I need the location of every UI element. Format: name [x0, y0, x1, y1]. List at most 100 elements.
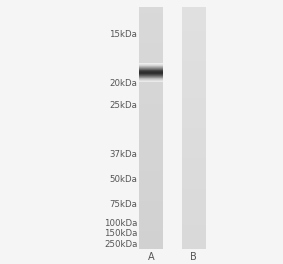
Bar: [140, 64, 164, 65]
Bar: [140, 65, 164, 66]
Bar: [182, 7, 206, 249]
Bar: [140, 79, 164, 86]
Bar: [140, 66, 164, 67]
Bar: [182, 55, 206, 61]
Bar: [140, 19, 164, 25]
Bar: [140, 69, 164, 70]
Bar: [182, 73, 206, 79]
Bar: [140, 92, 164, 98]
Bar: [140, 81, 164, 82]
Bar: [140, 73, 164, 74]
Bar: [140, 164, 164, 171]
Bar: [140, 49, 164, 55]
Bar: [182, 171, 206, 177]
Bar: [182, 110, 206, 116]
Bar: [140, 146, 164, 152]
Bar: [140, 78, 164, 79]
Bar: [182, 128, 206, 134]
Bar: [140, 122, 164, 128]
Bar: [140, 183, 164, 189]
Bar: [140, 243, 164, 249]
Bar: [140, 75, 164, 76]
Bar: [182, 140, 206, 146]
Bar: [140, 98, 164, 104]
Bar: [182, 231, 206, 237]
Bar: [182, 122, 206, 128]
Bar: [140, 55, 164, 61]
Bar: [140, 128, 164, 134]
Bar: [140, 67, 164, 68]
Bar: [182, 177, 206, 183]
Bar: [182, 152, 206, 158]
Bar: [182, 207, 206, 213]
Bar: [182, 61, 206, 67]
Bar: [140, 25, 164, 31]
Bar: [140, 152, 164, 158]
Bar: [140, 37, 164, 43]
Bar: [182, 7, 206, 13]
Bar: [182, 37, 206, 43]
Bar: [140, 61, 164, 67]
Bar: [140, 80, 164, 81]
Text: B: B: [190, 252, 197, 262]
Bar: [140, 68, 164, 69]
Text: 37kDa: 37kDa: [110, 150, 137, 159]
Text: 250kDa: 250kDa: [104, 240, 137, 249]
Bar: [182, 201, 206, 207]
Bar: [182, 31, 206, 37]
Bar: [140, 231, 164, 237]
Bar: [140, 110, 164, 116]
Bar: [182, 49, 206, 55]
Bar: [140, 72, 164, 73]
Bar: [140, 201, 164, 207]
Bar: [140, 86, 164, 92]
Bar: [182, 195, 206, 201]
Bar: [182, 13, 206, 19]
Text: 150kDa: 150kDa: [104, 229, 137, 238]
Bar: [182, 67, 206, 73]
Bar: [182, 164, 206, 171]
Text: 50kDa: 50kDa: [110, 175, 137, 184]
Bar: [140, 158, 164, 164]
Bar: [182, 92, 206, 98]
Bar: [140, 207, 164, 213]
Text: A: A: [148, 252, 155, 262]
Text: 75kDa: 75kDa: [110, 200, 137, 209]
Bar: [140, 104, 164, 110]
Text: 20kDa: 20kDa: [110, 79, 137, 88]
Bar: [182, 25, 206, 31]
Bar: [140, 76, 164, 77]
Bar: [140, 213, 164, 219]
Bar: [140, 74, 164, 75]
Text: 100kDa: 100kDa: [104, 219, 137, 228]
Bar: [140, 77, 164, 78]
Bar: [182, 43, 206, 49]
Text: 25kDa: 25kDa: [110, 101, 137, 110]
Bar: [182, 213, 206, 219]
Bar: [140, 189, 164, 195]
Bar: [182, 19, 206, 25]
Bar: [140, 73, 164, 79]
Bar: [140, 7, 164, 249]
Bar: [140, 134, 164, 140]
Bar: [182, 134, 206, 140]
Bar: [182, 86, 206, 92]
Bar: [140, 171, 164, 177]
Bar: [140, 71, 164, 72]
Bar: [182, 98, 206, 104]
Bar: [182, 225, 206, 231]
Bar: [140, 219, 164, 225]
Bar: [140, 140, 164, 146]
Bar: [140, 79, 164, 80]
Bar: [140, 31, 164, 37]
Bar: [140, 63, 164, 64]
Bar: [182, 237, 206, 243]
Bar: [182, 146, 206, 152]
Text: 15kDa: 15kDa: [110, 30, 137, 39]
Bar: [182, 79, 206, 86]
Bar: [140, 195, 164, 201]
Bar: [140, 67, 164, 73]
Bar: [140, 177, 164, 183]
Bar: [140, 43, 164, 49]
Bar: [182, 116, 206, 122]
